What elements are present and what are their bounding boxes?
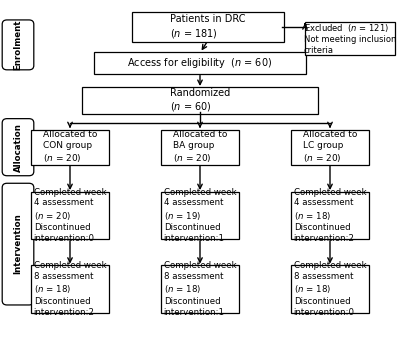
FancyBboxPatch shape: [2, 183, 34, 305]
FancyBboxPatch shape: [291, 192, 369, 239]
FancyBboxPatch shape: [132, 12, 284, 42]
FancyBboxPatch shape: [291, 265, 369, 313]
FancyBboxPatch shape: [291, 130, 369, 165]
Text: Excluded  ($n$ = 121)
Not meeting inclusion
criteria: Excluded ($n$ = 121) Not meeting inclusi…: [304, 22, 396, 55]
FancyBboxPatch shape: [82, 88, 318, 113]
Text: Allocated to
CON group
($n$ = 20): Allocated to CON group ($n$ = 20): [43, 130, 97, 164]
Text: Completed week
8 assessment
($n$ = 18)
Discontinued
intervention:0: Completed week 8 assessment ($n$ = 18) D…: [294, 261, 366, 317]
Text: Completed week
8 assessment
($n$ = 18)
Discontinued
intervention:1: Completed week 8 assessment ($n$ = 18) D…: [164, 261, 236, 317]
FancyBboxPatch shape: [161, 265, 238, 313]
Text: Allocation: Allocation: [14, 123, 22, 172]
FancyBboxPatch shape: [94, 52, 306, 74]
FancyBboxPatch shape: [2, 118, 34, 176]
Text: Intervention: Intervention: [14, 214, 22, 275]
FancyBboxPatch shape: [306, 22, 394, 55]
FancyBboxPatch shape: [2, 20, 34, 70]
Text: Allocated to
BA group
($n$ = 20): Allocated to BA group ($n$ = 20): [173, 130, 227, 164]
Text: Access for eligibility  ($n$ = 60): Access for eligibility ($n$ = 60): [127, 56, 273, 70]
Text: Completed week
4 assessment
($n$ = 18)
Discontinued
intervention:2: Completed week 4 assessment ($n$ = 18) D…: [294, 188, 366, 243]
Text: Enrolment: Enrolment: [14, 20, 22, 70]
Text: Completed week
4 assessment
($n$ = 20)
Discontinued
intervention:0: Completed week 4 assessment ($n$ = 20) D…: [34, 188, 106, 243]
Text: Patients in DRC
($n$ = 181): Patients in DRC ($n$ = 181): [170, 14, 246, 39]
Text: Allocated to
LC group
($n$ = 20): Allocated to LC group ($n$ = 20): [303, 130, 357, 164]
Text: Completed week
4 assessment
($n$ = 19)
Discontinued
intervention:1: Completed week 4 assessment ($n$ = 19) D…: [164, 188, 236, 243]
FancyBboxPatch shape: [31, 130, 108, 165]
Text: Randomized
($n$ = 60): Randomized ($n$ = 60): [170, 88, 230, 113]
FancyBboxPatch shape: [161, 192, 238, 239]
FancyBboxPatch shape: [31, 192, 108, 239]
Text: Completed week
8 assessment
($n$ = 18)
Discontinued
intervention:2: Completed week 8 assessment ($n$ = 18) D…: [34, 261, 106, 317]
FancyBboxPatch shape: [31, 265, 108, 313]
FancyBboxPatch shape: [161, 130, 238, 165]
